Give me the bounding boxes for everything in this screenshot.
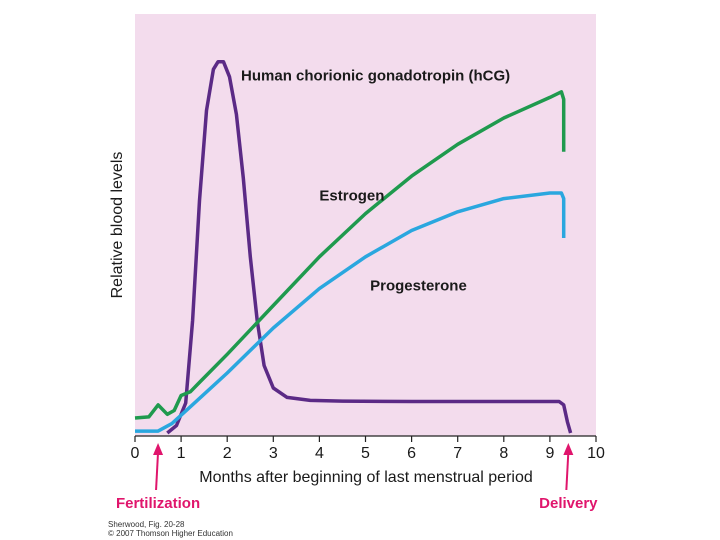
x-tick-label: 8 [499,445,508,462]
x-tick-label: 6 [407,445,416,462]
series-label: Progesterone [370,278,467,295]
x-tick-label: 7 [453,445,462,462]
x-axis-title: Months after beginning of last menstrual… [199,469,533,486]
series-layer [134,60,573,435]
event-label: Delivery [539,495,598,512]
event-arrow-head [563,443,574,455]
figure-credit-source: Sherwood, Fig. 20-28 [108,520,185,529]
series-label: Human chorionic gonadotropin (hCG) [241,68,510,85]
y-axis-title: Relative blood levels [109,152,126,299]
x-tick-label: 3 [269,445,278,462]
x-axis-ticks: 0 1 2 3 4 5 6 7 8 9 10 [131,436,605,462]
x-tick-label: 1 [177,445,186,462]
x-tick-label: 9 [545,445,554,462]
series-line-1 [134,90,566,420]
x-tick-label: 4 [315,445,324,462]
event-label: Fertilization [116,495,200,512]
series-label: Estrogen [319,188,384,205]
event-arrow-shaft [565,451,570,491]
event-markers: Fertilization Delivery [116,443,598,512]
series-labels: Human chorionic gonadotropin (hCG) Estrog… [241,68,510,295]
figure-credit-publisher: © 2007 Thomson Higher Education [108,529,233,538]
x-tick-label: 2 [223,445,232,462]
event-arrow-head [153,443,164,455]
x-tick-label: 10 [587,445,605,462]
x-tick-label: 0 [131,445,140,462]
event-arrow-shaft [155,451,160,491]
series-line-0 [166,60,573,435]
x-tick-label: 5 [361,445,370,462]
series-line-2 [135,191,566,433]
